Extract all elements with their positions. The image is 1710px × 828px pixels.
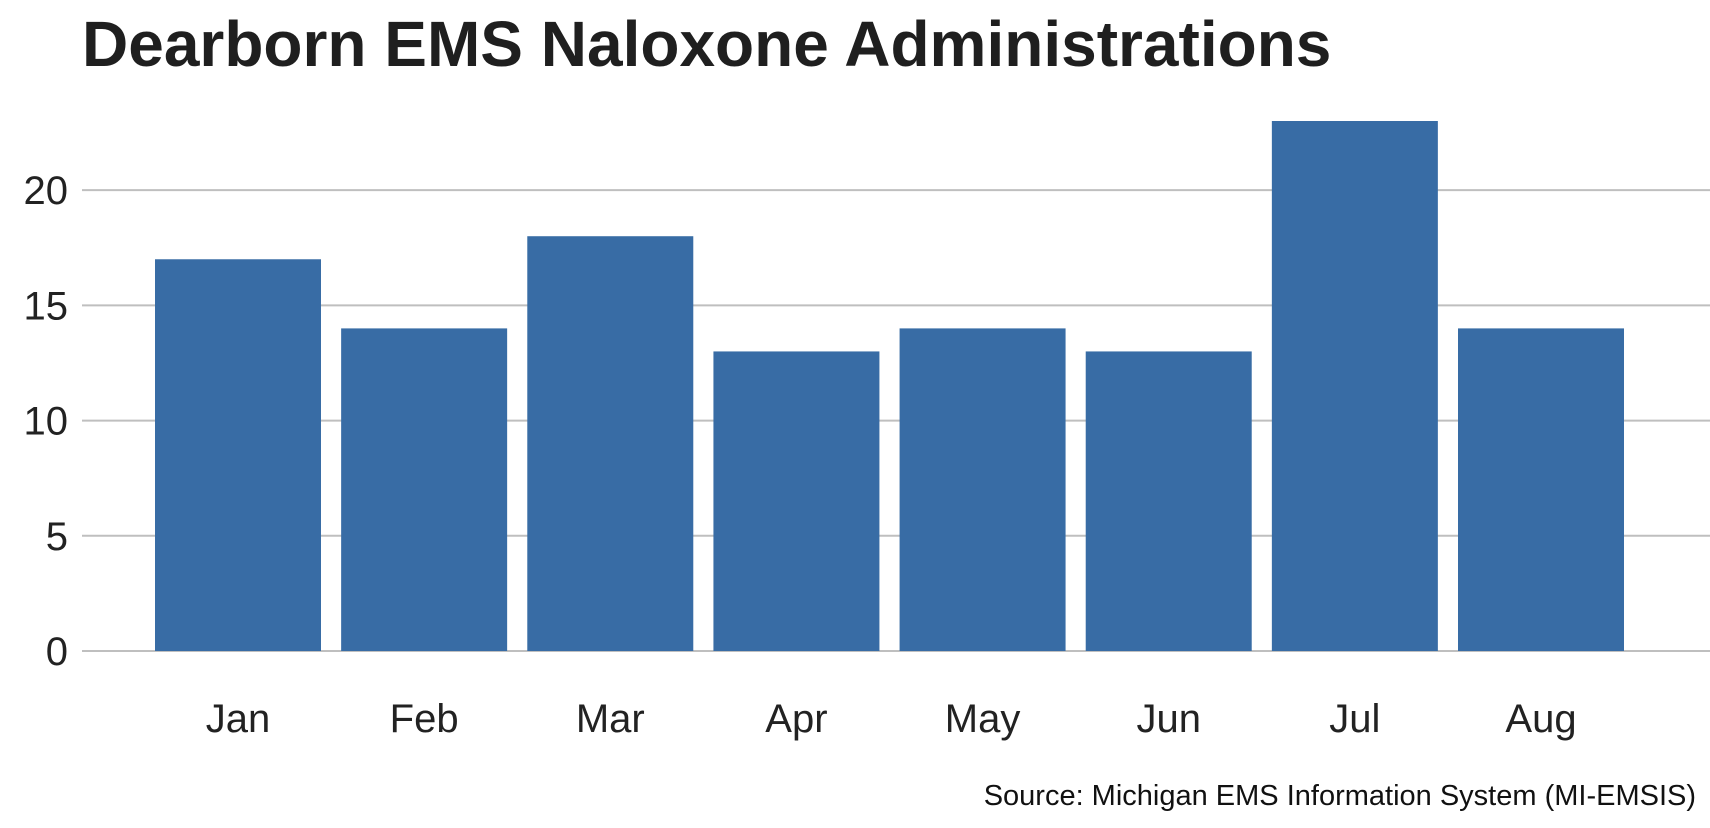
x-tick-label: Aug xyxy=(1505,697,1576,741)
y-axis-ticks: 0 5 10 15 20 xyxy=(24,169,69,674)
bar-aug xyxy=(1458,328,1624,651)
bars xyxy=(155,121,1624,651)
x-tick-label: Jun xyxy=(1136,697,1201,741)
bar-jan xyxy=(155,259,321,651)
bar-feb xyxy=(341,328,508,651)
chart-title: Dearborn EMS Naloxone Administrations xyxy=(82,8,1332,80)
x-tick-label: May xyxy=(945,697,1021,741)
x-tick-label: Apr xyxy=(765,697,827,741)
x-tick-label: Feb xyxy=(390,697,459,741)
x-tick-label: Jan xyxy=(206,697,271,741)
source-note: Source: Michigan EMS Information System … xyxy=(983,780,1696,812)
bar-mar xyxy=(527,236,694,651)
bar-may xyxy=(899,328,1066,651)
y-tick-label: 20 xyxy=(24,169,69,213)
bar-jul xyxy=(1271,121,1438,651)
y-tick-label: 0 xyxy=(46,630,68,674)
x-tick-label: Mar xyxy=(576,697,645,741)
y-tick-label: 15 xyxy=(24,284,69,328)
x-tick-label: Jul xyxy=(1329,697,1380,741)
y-tick-label: 5 xyxy=(46,515,68,559)
x-axis-ticks: Jan Feb Mar Apr May Jun Jul Aug xyxy=(206,697,1577,741)
bar-apr xyxy=(713,351,880,651)
y-tick-label: 10 xyxy=(24,400,69,444)
bar-jun xyxy=(1085,351,1252,651)
